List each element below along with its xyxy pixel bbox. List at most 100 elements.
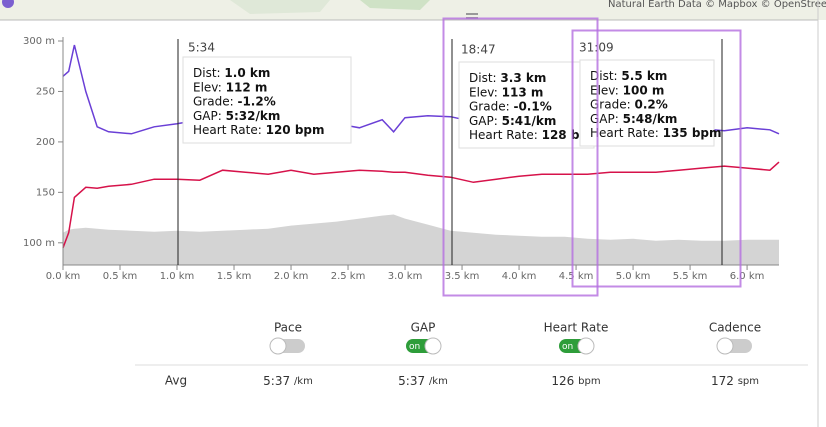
tooltip-box bbox=[579, 59, 715, 147]
tooltip-value: -1.2% bbox=[237, 94, 275, 108]
tooltip-row: Grade: 0.2% bbox=[590, 97, 668, 111]
x-tick-label: 3.0 km bbox=[388, 271, 423, 282]
tooltip-time: 5:34 bbox=[188, 41, 215, 55]
tooltip-row: Grade: -1.2% bbox=[193, 94, 276, 108]
tooltip-label: GAP: bbox=[193, 108, 222, 122]
tooltip-value: 120 bpm bbox=[266, 123, 325, 137]
series-line bbox=[62, 161, 780, 249]
tooltip-label: Grade: bbox=[590, 97, 631, 111]
tooltip-label: Dist: bbox=[469, 71, 497, 85]
tooltip-row: Dist: 5.5 km bbox=[590, 69, 667, 83]
tooltip-label: GAP: bbox=[469, 113, 498, 127]
x-tick-label: 5.0 km bbox=[616, 271, 651, 282]
toggle-label: Heart Rate bbox=[544, 321, 609, 335]
tooltip-value: 5.5 km bbox=[621, 69, 667, 83]
highlight-frame bbox=[442, 17, 599, 297]
toggle-state: on bbox=[562, 342, 573, 352]
map-icon bbox=[2, 0, 14, 8]
toggle-knob[interactable] bbox=[716, 337, 734, 355]
tooltip-row: GAP: 5:32/km bbox=[193, 108, 280, 122]
x-tick-label: 5.5 km bbox=[673, 271, 708, 282]
tooltip-row: Elev: 100 m bbox=[590, 83, 664, 97]
tooltip-label: Heart Rate: bbox=[590, 126, 659, 140]
tooltip-box bbox=[182, 56, 352, 144]
summary-label: Avg bbox=[165, 374, 187, 388]
summary-cell: 126 bpm bbox=[551, 374, 600, 388]
summary-cell: 5:37 /km bbox=[263, 374, 313, 388]
x-tick-label: 0.5 km bbox=[103, 271, 138, 282]
map-attribution: Natural Earth Data © Mapbox © OpenStreet… bbox=[608, 0, 826, 10]
toggle-knob[interactable] bbox=[269, 337, 287, 355]
drag-handle bbox=[466, 13, 478, 15]
tooltip-value: 5:32/km bbox=[226, 108, 281, 122]
tooltip-label: Elev: bbox=[193, 80, 222, 94]
summary-unit: /km bbox=[429, 376, 448, 387]
tooltip-row: Grade: -0.1% bbox=[469, 99, 552, 113]
y-tick-label: 100 m bbox=[23, 238, 55, 249]
toggle-knob[interactable] bbox=[424, 337, 442, 355]
elevation-area bbox=[63, 214, 779, 265]
tooltip-label: Heart Rate: bbox=[193, 123, 262, 137]
chart: 300 m 250 200 150 100 m 0.0 km 0.5 km 1.0 km 1.5… bbox=[23, 17, 780, 297]
tooltip-row: Heart Rate: 135 bpm bbox=[590, 126, 722, 140]
x-tick-label: 6.0 km bbox=[730, 271, 765, 282]
tooltip-label: Dist: bbox=[193, 66, 221, 80]
map-shape bbox=[230, 0, 330, 14]
summary-cell: 5:37 /km bbox=[398, 374, 448, 388]
toggle-state: on bbox=[409, 342, 420, 352]
tooltip-label: Dist: bbox=[590, 69, 618, 83]
highlight-frame bbox=[571, 29, 742, 288]
summary-value: 126 bbox=[551, 374, 574, 388]
y-tick-label: 300 m bbox=[23, 36, 55, 47]
tooltip-row: Dist: 3.3 km bbox=[469, 71, 546, 85]
y-tick-label: 150 bbox=[36, 187, 55, 198]
tooltip-value: 135 bpm bbox=[663, 126, 722, 140]
summary-value: 172 bbox=[711, 374, 734, 388]
tooltip-value: 0.2% bbox=[634, 97, 667, 111]
tooltip-label: GAP: bbox=[590, 111, 619, 125]
map-strip bbox=[0, 0, 826, 20]
x-tick-label: 0.0 km bbox=[46, 271, 81, 282]
summary-value: 5:37 bbox=[398, 374, 425, 388]
summary-unit: bpm bbox=[578, 376, 600, 387]
x-tick-label: 3.5 km bbox=[445, 271, 480, 282]
tooltip-value: 1.0 km bbox=[224, 66, 270, 80]
x-tick-label: 2.0 km bbox=[274, 271, 309, 282]
tooltip-value: -0.1% bbox=[513, 99, 551, 113]
toggle-knob[interactable] bbox=[577, 337, 595, 355]
tooltip-row: Heart Rate: 120 bpm bbox=[193, 123, 325, 137]
tooltip-row: GAP: 5:48/km bbox=[590, 111, 677, 125]
tooltip-label: Heart Rate: bbox=[469, 128, 538, 142]
toggle-label: GAP bbox=[411, 321, 436, 335]
tooltip-value: 113 m bbox=[502, 85, 544, 99]
tooltip-row: Elev: 113 m bbox=[469, 85, 543, 99]
tooltip-row: GAP: 5:41/km bbox=[469, 113, 556, 127]
summary-unit: spm bbox=[738, 376, 759, 387]
toggle-label: Cadence bbox=[709, 321, 761, 335]
tooltip-label: Elev: bbox=[469, 85, 498, 99]
tooltip-label: Elev: bbox=[590, 83, 619, 97]
tooltip-row: Dist: 1.0 km bbox=[193, 66, 270, 80]
summary-cell: 172 spm bbox=[711, 374, 759, 388]
y-tick-label: 200 bbox=[36, 137, 55, 148]
tooltip-row: Elev: 112 m bbox=[193, 80, 267, 94]
tooltip-value: 3.3 km bbox=[500, 71, 546, 85]
tooltip-label: Grade: bbox=[193, 94, 234, 108]
x-tick-label: 2.5 km bbox=[331, 271, 366, 282]
x-tick-label: 1.0 km bbox=[160, 271, 195, 282]
tooltip-time: 31:09 bbox=[579, 41, 614, 55]
tooltip-label: Grade: bbox=[469, 99, 510, 113]
x-tick-label: 4.0 km bbox=[502, 271, 537, 282]
tooltip-time: 18:47 bbox=[461, 43, 496, 57]
summary-unit: /km bbox=[294, 376, 313, 387]
y-tick-label: 250 bbox=[36, 86, 55, 97]
x-tick-label: 1.5 km bbox=[217, 271, 252, 282]
tooltip-value: 112 m bbox=[226, 80, 268, 94]
toggle-label: Pace bbox=[274, 321, 302, 335]
summary-value: 5:37 bbox=[263, 374, 290, 388]
tooltip-value: 5:48/km bbox=[623, 111, 678, 125]
x-tick-label: 4.5 km bbox=[559, 271, 594, 282]
map-shape bbox=[360, 0, 430, 10]
